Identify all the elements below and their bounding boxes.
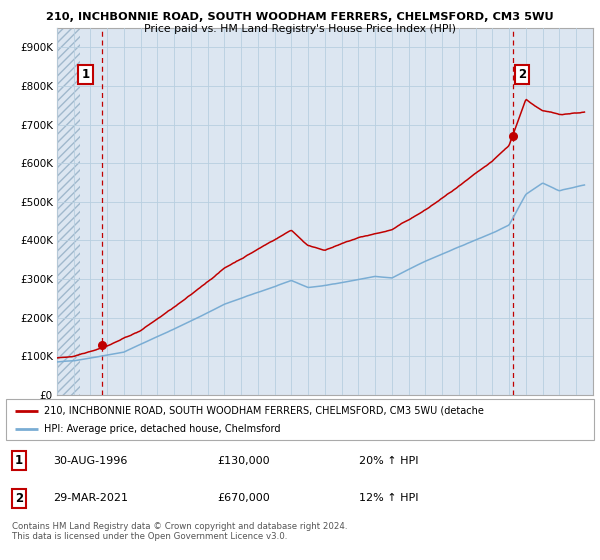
Text: £670,000: £670,000 bbox=[218, 493, 271, 503]
Text: 210, INCHBONNIE ROAD, SOUTH WOODHAM FERRERS, CHELMSFORD, CM3 5WU (detache: 210, INCHBONNIE ROAD, SOUTH WOODHAM FERR… bbox=[44, 405, 484, 416]
Text: HPI: Average price, detached house, Chelmsford: HPI: Average price, detached house, Chel… bbox=[44, 424, 281, 433]
Text: £130,000: £130,000 bbox=[218, 455, 271, 465]
Text: Contains HM Land Registry data © Crown copyright and database right 2024.
This d: Contains HM Land Registry data © Crown c… bbox=[12, 522, 347, 542]
Text: 12% ↑ HPI: 12% ↑ HPI bbox=[359, 493, 418, 503]
Text: 2: 2 bbox=[15, 492, 23, 505]
Text: 20% ↑ HPI: 20% ↑ HPI bbox=[359, 455, 418, 465]
Text: 2: 2 bbox=[518, 68, 526, 81]
Text: 29-MAR-2021: 29-MAR-2021 bbox=[53, 493, 128, 503]
Text: 210, INCHBONNIE ROAD, SOUTH WOODHAM FERRERS, CHELMSFORD, CM3 5WU: 210, INCHBONNIE ROAD, SOUTH WOODHAM FERR… bbox=[46, 12, 554, 22]
Text: Price paid vs. HM Land Registry's House Price Index (HPI): Price paid vs. HM Land Registry's House … bbox=[144, 24, 456, 34]
Text: 1: 1 bbox=[15, 454, 23, 467]
Text: 30-AUG-1996: 30-AUG-1996 bbox=[53, 455, 127, 465]
Text: 1: 1 bbox=[82, 68, 89, 81]
